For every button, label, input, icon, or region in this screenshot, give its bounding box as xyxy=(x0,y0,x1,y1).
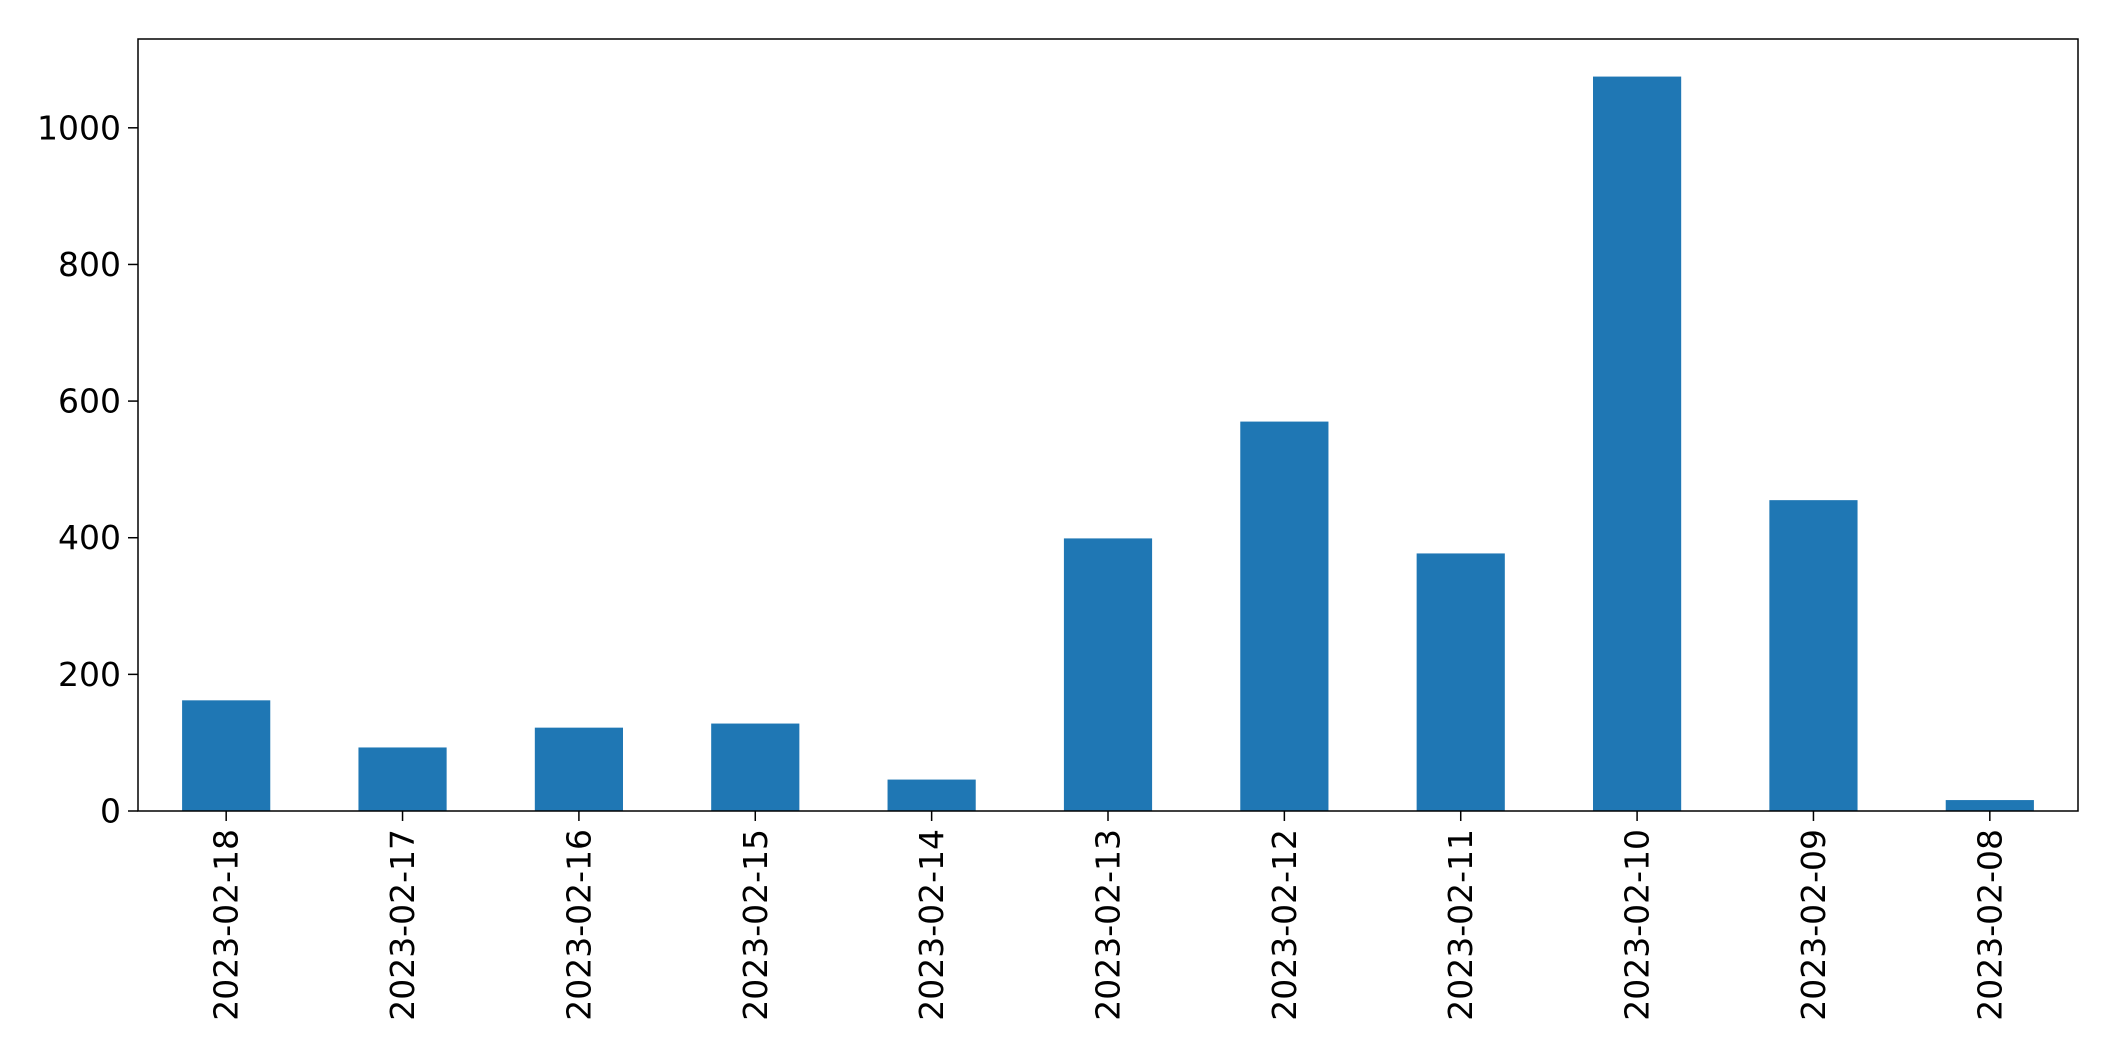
y-tick-label: 400 xyxy=(58,518,121,557)
bar-2023-02-08 xyxy=(1945,800,2034,811)
bar-2023-02-12 xyxy=(1240,421,1329,811)
bar-2023-02-15 xyxy=(711,723,800,811)
x-axis: 2023-02-18 2023-02-17 2023-02-16 2023-02-15… xyxy=(207,811,2009,1021)
bar-2023-02-14 xyxy=(887,779,976,811)
x-tick-label: 2023-02-10 xyxy=(1618,829,1657,1021)
bar-2023-02-13 xyxy=(1063,538,1153,811)
bar-2023-02-16 xyxy=(534,727,623,811)
x-tick-label: 2023-02-12 xyxy=(1265,829,1304,1021)
y-tick-label: 1000 xyxy=(37,108,121,147)
x-tick-label: 2023-02-13 xyxy=(1089,829,1128,1021)
y-axis: 0 200 400 600 800 1000 xyxy=(37,108,138,831)
bars xyxy=(182,76,2034,812)
bar-2023-02-17 xyxy=(358,747,447,811)
y-tick-label: 200 xyxy=(58,655,121,694)
x-tick-label: 2023-02-17 xyxy=(383,829,422,1021)
y-tick-label: 800 xyxy=(58,245,121,284)
x-tick-label: 2023-02-09 xyxy=(1794,829,1833,1021)
x-tick-label: 2023-02-16 xyxy=(559,829,598,1021)
bar-2023-02-18 xyxy=(182,700,271,811)
bar-2023-02-11 xyxy=(1416,553,1505,811)
y-tick-label: 600 xyxy=(58,382,121,421)
x-tick-label: 2023-02-14 xyxy=(912,829,951,1021)
x-tick-label: 2023-02-11 xyxy=(1441,829,1480,1021)
x-tick-label: 2023-02-18 xyxy=(207,829,246,1021)
plot-area-frame xyxy=(137,38,2079,812)
bar-2023-02-10 xyxy=(1593,76,1682,812)
y-tick-label: 0 xyxy=(100,792,121,831)
x-tick-label: 2023-02-08 xyxy=(1970,829,2009,1021)
x-tick-label: 2023-02-15 xyxy=(736,829,775,1021)
bar-2023-02-09 xyxy=(1769,500,1858,811)
